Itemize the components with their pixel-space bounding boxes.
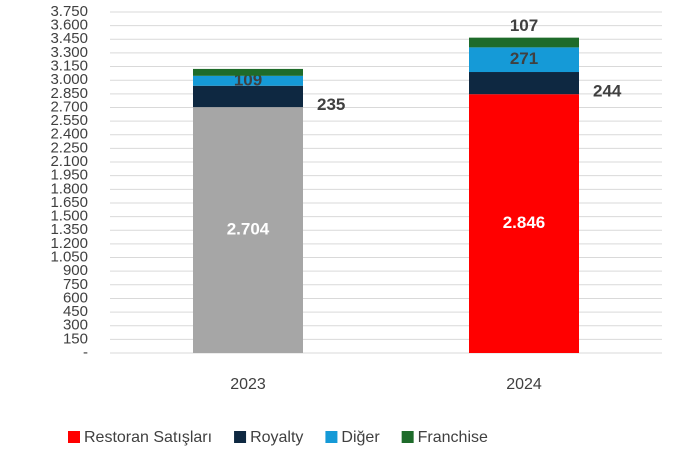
y-tick-label: 900 — [63, 262, 88, 279]
y-tick-label: 3.600 — [50, 17, 88, 34]
data-label: 235 — [317, 95, 345, 114]
y-tick-label: 3.750 — [50, 3, 88, 20]
bar-segment — [193, 85, 303, 108]
x-tick-label: 2024 — [506, 376, 542, 393]
bar-segment — [469, 72, 579, 95]
y-tick-label: 2.100 — [50, 153, 88, 170]
y-tick-label: 300 — [63, 317, 88, 334]
y-tick-label: 3.300 — [50, 44, 88, 61]
legend-swatch — [325, 431, 338, 443]
y-tick-label: 750 — [63, 276, 88, 293]
data-label: 107 — [510, 16, 538, 35]
y-tick-label: 3.000 — [50, 71, 88, 88]
bar-segment — [193, 68, 303, 76]
y-tick-label: 2.850 — [50, 85, 88, 102]
y-tick-label: 450 — [63, 303, 88, 320]
legend-label: Franchise — [418, 429, 488, 446]
y-tick-label: 2.250 — [50, 139, 88, 156]
y-tick-label: 1.500 — [50, 208, 88, 225]
y-tick-label: 600 — [63, 289, 88, 306]
bar-segment — [193, 75, 303, 86]
legend-label: Restoran Satışları — [84, 429, 212, 446]
y-tick-label: 1.200 — [50, 235, 88, 252]
y-tick-label: 1.800 — [50, 180, 88, 197]
y-tick-label: 2.700 — [50, 98, 88, 115]
y-tick-label: 1.350 — [50, 221, 88, 238]
data-label: 271 — [510, 49, 538, 68]
data-label: 2.704 — [227, 220, 270, 239]
y-tick-label: - — [83, 344, 88, 361]
y-tick-label: 1.650 — [50, 194, 88, 211]
legend-label: Diğer — [341, 429, 380, 446]
y-tick-label: 2.400 — [50, 126, 88, 143]
x-tick-label: 2023 — [230, 376, 266, 393]
legend-swatch — [68, 431, 80, 443]
y-tick-label: 3.150 — [50, 58, 88, 75]
bar-segment — [469, 37, 579, 48]
y-tick-label: 2.550 — [50, 112, 88, 129]
y-tick-label: 3.450 — [50, 30, 88, 47]
bar-segment — [469, 47, 579, 73]
legend-label: Royalty — [250, 429, 303, 446]
bar-segment — [193, 107, 303, 353]
bar-segment — [469, 94, 579, 353]
data-label: 244 — [593, 82, 622, 101]
y-tick-label: 150 — [63, 330, 88, 347]
y-tick-label: 1.950 — [50, 167, 88, 184]
data-label: 2.846 — [503, 213, 546, 232]
y-tick-label: 1.050 — [50, 248, 88, 265]
legend-swatch — [401, 431, 414, 443]
legend-swatch — [234, 431, 247, 443]
